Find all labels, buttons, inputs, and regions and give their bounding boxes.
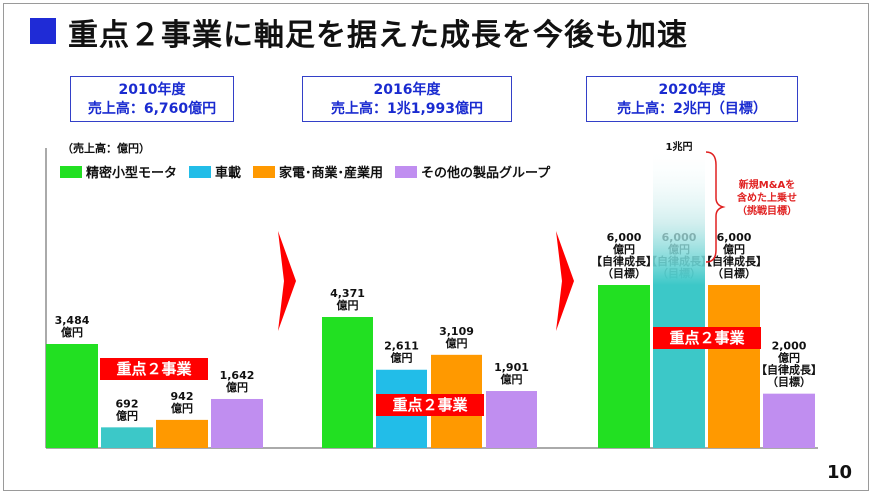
legend-label: 家電･商業･産業用 <box>279 166 384 181</box>
year-label: 2016年度 <box>373 82 441 98</box>
bar-2-1 <box>653 285 705 448</box>
data-label: 2,000 億円【自律成長】（目標） <box>756 340 822 389</box>
focus-label: 重点２事業 <box>116 360 192 378</box>
focus-label: 重点２事業 <box>392 396 468 414</box>
year-label: 2020年度 <box>658 82 726 98</box>
legend-swatch <box>60 165 82 178</box>
legend-swatch <box>253 165 276 178</box>
legend-swatch <box>189 165 212 178</box>
bar-2-3 <box>763 393 815 448</box>
year-box-2016: 2016年度 売上高：1兆1,993億円 <box>302 76 512 122</box>
legend-item: 精密小型モータ <box>60 162 177 181</box>
bar-0-0 <box>46 344 98 448</box>
arrow-right-icon <box>278 231 296 331</box>
bar-0-1 <box>101 427 153 448</box>
ma-total-label: 1兆円 <box>666 140 693 153</box>
slide-frame <box>3 3 869 491</box>
brace-icon <box>705 151 726 263</box>
data-label: 2,611 億円 <box>384 340 419 365</box>
arrow-right-icon <box>556 231 574 331</box>
legend-label: 精密小型モータ <box>86 166 178 181</box>
bar-2-0 <box>598 285 650 448</box>
year-box-2010: 2010年度 売上高：6,760億円 <box>70 76 234 122</box>
unit-label: （売上高：億円） <box>62 142 150 155</box>
page-number: 10 <box>826 462 852 483</box>
legend-item: 車載 <box>189 162 241 181</box>
bar-0-2 <box>156 419 208 448</box>
legend-item: 家電･商業･産業用 <box>253 162 383 181</box>
year-label: 2010年度 <box>118 82 186 98</box>
sales-label: 売上高：2兆円（目標） <box>617 101 767 117</box>
focus-label-box <box>100 358 208 380</box>
title-square-icon <box>30 18 56 44</box>
focus-label-box <box>376 394 484 416</box>
sales-label: 売上高：1兆1,993億円 <box>330 101 484 117</box>
legend: 精密小型モータ 車載 家電･商業･産業用 その他の製品グループ <box>60 162 562 181</box>
bar-1-3 <box>486 391 537 448</box>
data-label: 3,484 億円 <box>55 314 90 339</box>
year-box-2020: 2020年度 売上高：2兆円（目標） <box>586 76 798 122</box>
data-label: 942 億円 <box>171 390 194 415</box>
data-label: 1,642 億円 <box>220 369 255 394</box>
bar-2-2 <box>708 285 760 448</box>
bar-1-0 <box>322 317 373 448</box>
data-label: 1,901 億円 <box>494 361 529 386</box>
legend-swatch <box>395 165 418 178</box>
sales-label: 売上高：6,760億円 <box>87 101 217 117</box>
legend-item: その他の製品グループ <box>395 162 550 181</box>
legend-label: 車載 <box>215 166 242 181</box>
ma-extension-bar <box>653 148 705 285</box>
focus-label-box <box>653 327 761 349</box>
data-label: 4,371 億円 <box>330 287 365 312</box>
focus-label: 重点２事業 <box>669 329 745 347</box>
ma-note: 新規M&Aを含めた上乗せ（挑戦目標） <box>737 178 797 217</box>
data-label: 3,109 億円 <box>439 325 474 350</box>
legend-label: その他の製品グループ <box>421 166 551 181</box>
data-label: 692 億円 <box>116 397 139 422</box>
bar-0-3 <box>211 398 263 448</box>
slide-title: 重点２事業に軸足を据えた成長を今後も加速 <box>68 18 688 53</box>
